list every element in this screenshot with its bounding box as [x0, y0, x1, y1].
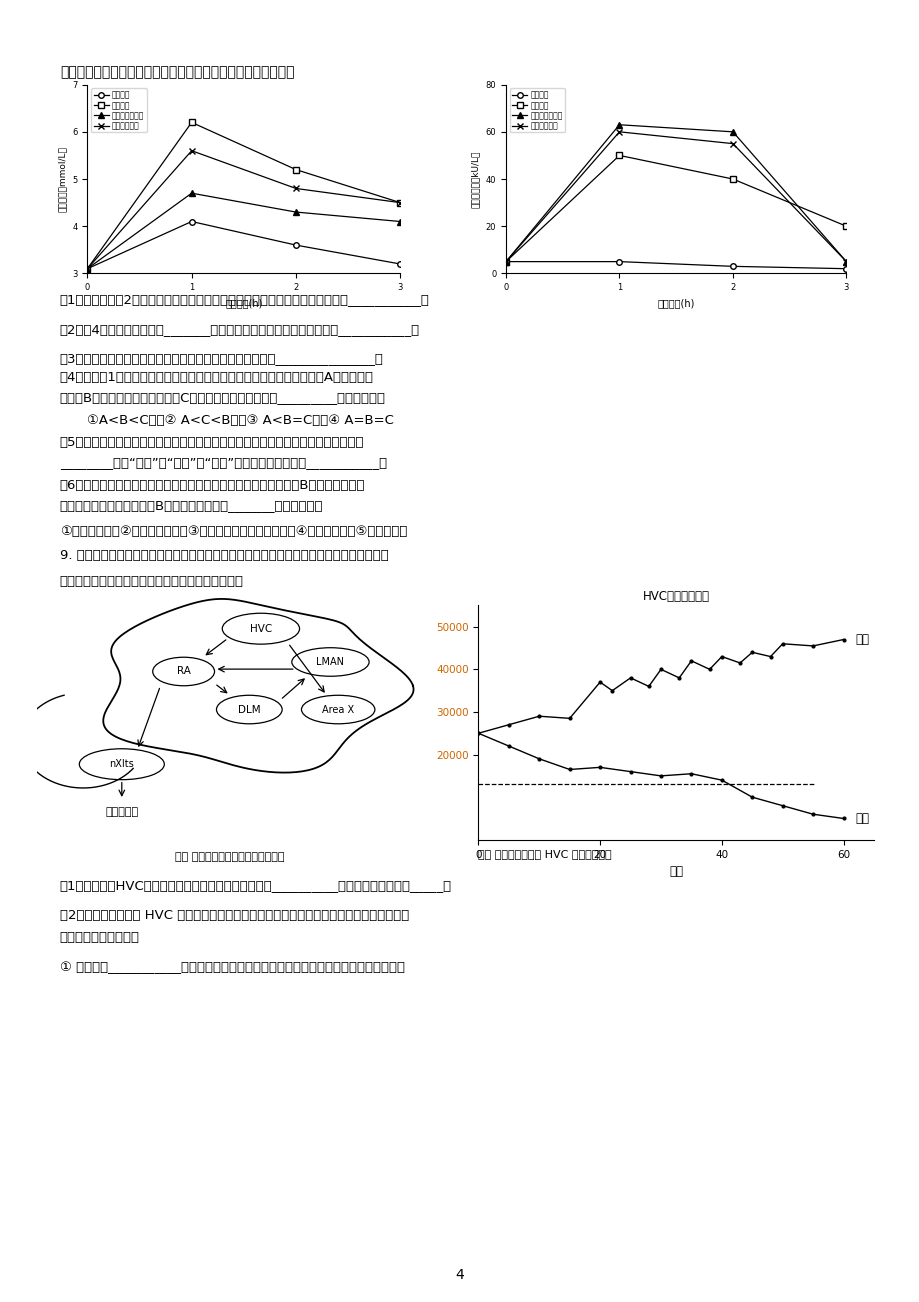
Text: （3）高脂高蛋白组胰岛素水平较高，说明氨基酸和脂肪酸能_______________。: （3）高脂高蛋白组胰岛素水平较高，说明氨基酸和脂肪酸能_____________… [60, 352, 383, 365]
Text: （1）图甲中的HVC等功能区是鸣禽鸣唱反射弧结构中的__________。该反射的效应器是_____。: （1）图甲中的HVC等功能区是鸣禽鸣唱反射弧结构中的__________。该反射… [60, 879, 451, 892]
Text: Area X: Area X [322, 704, 354, 715]
Legend: 不进早餐, 高糖早餐, 高脂高蛋白早餐, 均衡营养早餐: 不进早餐, 高糖早餐, 高脂高蛋白早餐, 均衡营养早餐 [509, 89, 564, 133]
Text: 雄鸟: 雄鸟 [855, 633, 868, 646]
Text: 得到图乙所示的结果。: 得到图乙所示的结果。 [60, 931, 140, 944]
Text: ________（在“之前”、“之后”、“同时”中选择），这是因为___________。: ________（在“之前”、“之后”、“同时”中选择），这是因为_______… [60, 456, 387, 469]
Text: 4: 4 [455, 1268, 464, 1281]
Text: RA: RA [176, 667, 190, 677]
Text: 餐组（B）和高脂高蛋白早餐组（C）的检测结果最可能的是_________（填序号）。: 餐组（B）和高脂高蛋白早餐组（C）的检测结果最可能的是_________（填序号… [60, 391, 385, 404]
Text: 雌鸟: 雌鸟 [855, 812, 868, 825]
Text: 有关。下列物质中可被胰岛B细胞受体识别的有_______（填序号）。: 有关。下列物质中可被胰岛B细胞受体识别的有_______（填序号）。 [60, 499, 323, 512]
Text: HVC: HVC [250, 624, 272, 634]
Legend: 不进早餐, 高糖早餐, 高脂高蛋白早餐, 均衡营养早餐: 不进早餐, 高糖早餐, 高脂高蛋白早餐, 均衡营养早餐 [91, 89, 146, 133]
Text: （6）胰岛素分泌的调节方式既有体液调节又有神经调节，这与胰岛B细胞的多种受体: （6）胰岛素分泌的调节方式既有体液调节又有神经调节，这与胰岛B细胞的多种受体 [60, 479, 365, 492]
Text: 实验期间不食用其他食物，实验结果见下图。请回答下列问题：: 实验期间不食用其他食物，实验结果见下图。请回答下列问题： [60, 65, 294, 79]
X-axis label: 日龄: 日龄 [668, 865, 683, 878]
Text: 图甲 鸣禽发声控制和学习通路示意图: 图甲 鸣禽发声控制和学习通路示意图 [175, 853, 285, 862]
X-axis label: 餐后时间(h): 餐后时间(h) [657, 298, 694, 307]
Text: （2）在4组实验中，早餐后_______组血糖浓度升得最快，其主要原因是___________。: （2）在4组实验中，早餐后_______组血糖浓度升得最快，其主要原因是____… [60, 323, 419, 336]
Text: DLM: DLM [238, 704, 260, 715]
X-axis label: 餐后时间(h): 餐后时间(h) [225, 298, 262, 307]
Y-axis label: 胰岛素浓度（kU/L）: 胰岛素浓度（kU/L） [471, 150, 480, 208]
Text: （1）不进早餐组2小时后表现出精力不旺盛、注意力不集中的状态，主要原因是___________。: （1）不进早餐组2小时后表现出精力不旺盛、注意力不集中的状态，主要原因是____… [60, 293, 429, 306]
Text: nXIts: nXIts [109, 759, 134, 769]
Text: 9. 鸣禽是鸟类中最善于鸣叫的一类。鸣禽的鸣唱是在脑中若干功能区（如图甲中字母所示）: 9. 鸣禽是鸟类中最善于鸣叫的一类。鸣禽的鸣唱是在脑中若干功能区（如图甲中字母所… [60, 549, 388, 562]
Y-axis label: 血糖浓度（mmol/L）: 血糖浓度（mmol/L） [58, 146, 67, 212]
Text: （4）若餐后1小时取血的同时收集尿液进行尿糖含量检测，不进早餐组（A）、高糖早: （4）若餐后1小时取血的同时收集尿液进行尿糖含量检测，不进早餐组（A）、高糖早 [60, 371, 373, 384]
Text: 图乙 不同日龄鸟脑中 HVC 区神经元数量: 图乙 不同日龄鸟脑中 HVC 区神经元数量 [478, 849, 611, 859]
Title: HVC区神经元数量: HVC区神经元数量 [642, 590, 709, 603]
Text: ①A<B<C　　② A<C<B　　③ A<B=C　　④ A=B=C: ①A<B<C ② A<C<B ③ A<B=C ④ A=B=C [87, 414, 394, 427]
Text: ①胰淠粉酶　　②胰高血糖素　　③促甲状腺激素释放激素　　④神经递质　　⑤甲状腺激素: ①胰淠粉酶 ②胰高血糖素 ③促甲状腺激素释放激素 ④神经递质 ⑤甲状腺激素 [60, 525, 407, 538]
Text: （5）若对进餐组同时检测胰高血糖素含量，那么其变化曲线的峰値出现在胰岛素峰値: （5）若对进餐组同时检测胰高血糖素含量，那么其变化曲线的峰値出现在胰岛素峰値 [60, 436, 364, 449]
Text: LMAN: LMAN [316, 658, 344, 667]
Text: （2）研究发现雄鸟的 HVC 区体积明显大于雌鸟。为探究这种差异的原因，研究者进行实验，: （2）研究发现雄鸟的 HVC 区体积明显大于雌鸟。为探究这种差异的原因，研究者进… [60, 909, 409, 922]
Text: 的控制下，通过鸣管和鸣肌来完成的。请分析回答：: 的控制下，通过鸣管和鸣肌来完成的。请分析回答： [60, 575, 244, 589]
Text: 鸣管和鸣肌: 鸣管和鸣肌 [105, 807, 138, 818]
Text: ① 此实验以___________鸟脑为材料，制备装片并染色，然后在显微镜下观察，通过计数: ① 此实验以___________鸟脑为材料，制备装片并染色，然后在显微镜下观察… [60, 961, 404, 974]
